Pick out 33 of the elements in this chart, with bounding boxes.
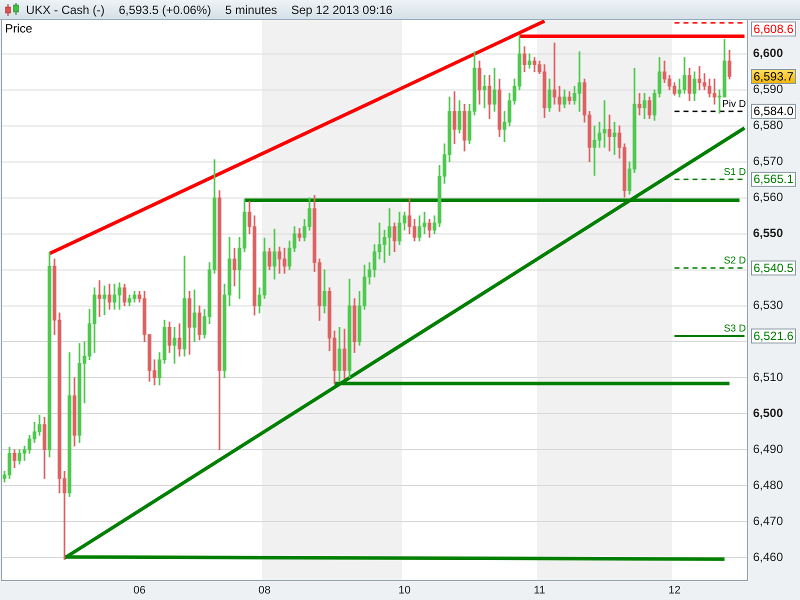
y-tick-label: 6,470: [753, 514, 784, 528]
x-tick-label: 08: [258, 584, 271, 597]
y-tick-label: 6,560: [753, 190, 784, 204]
y-tick-label: 6,600: [753, 46, 784, 60]
x-tick-label: 06: [133, 584, 146, 597]
chart-title: UKX - Cash (-): [26, 2, 105, 16]
series-label: S2 D: [724, 256, 746, 267]
y-tick-label: 6,580: [753, 118, 784, 132]
y-tick-label: 6,500: [753, 406, 784, 420]
y-tick-label: 6,530: [753, 298, 784, 312]
y-tick-label: 6,570: [753, 154, 784, 168]
y-tick-label: 6,590: [753, 82, 784, 96]
y-tick-label: 6,490: [753, 442, 784, 456]
y-tick-label: 6,510: [753, 370, 784, 384]
data-label: 6,584.0: [753, 104, 794, 118]
text: 6,593.5 (+0.06%): [118, 2, 212, 16]
y-tick-label: 6,460: [753, 550, 784, 564]
text: 5 minutes: [225, 2, 278, 16]
series-label: S1 D: [724, 167, 746, 178]
text: Sep 12 2013 09:16: [291, 2, 393, 16]
data-label: 6,608.6: [753, 22, 794, 36]
data-label: 6,565.1: [753, 172, 794, 186]
y-axis-title: Price: [5, 21, 33, 36]
x-tick-label: 11: [534, 584, 546, 597]
y-tick-label: 6,480: [753, 478, 784, 492]
series-label: S3 D: [724, 324, 746, 335]
y-tick-label: 6,550: [753, 226, 784, 240]
data-label: 6,521.6: [753, 328, 794, 343]
x-tick-label: 12: [668, 584, 681, 597]
text: 6,593.7: [753, 69, 794, 84]
data-label: 6,540.5: [753, 260, 794, 275]
series-label: Piv D: [722, 99, 746, 110]
x-tick-label: 10: [398, 584, 411, 597]
